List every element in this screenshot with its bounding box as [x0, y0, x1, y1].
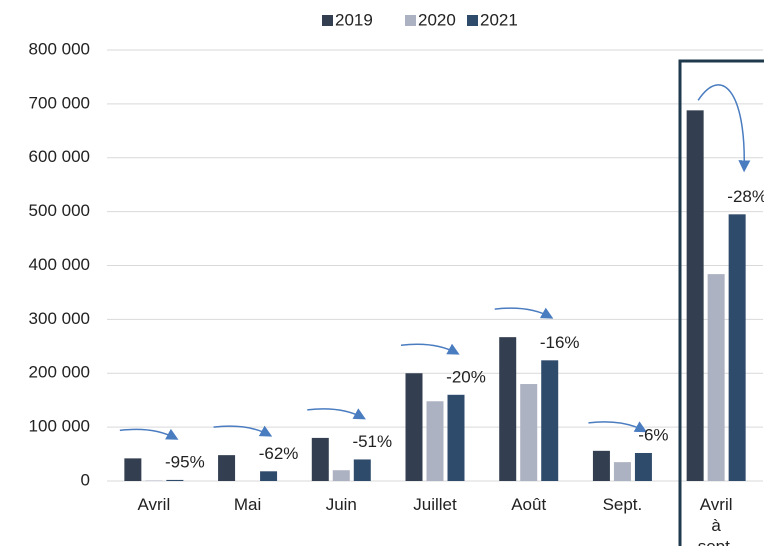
change-label: -16%	[540, 333, 580, 352]
bar	[520, 384, 538, 481]
y-tick-label: 200 000	[29, 363, 90, 382]
y-tick-label: 700 000	[29, 93, 90, 112]
trend-arrow	[400, 343, 460, 355]
bar	[426, 401, 444, 481]
bar	[332, 470, 350, 481]
x-tick-label: Août	[511, 495, 547, 514]
bar	[405, 373, 423, 481]
bar	[499, 337, 517, 481]
change-label: -28%	[727, 187, 764, 206]
change-label: -95%	[165, 452, 205, 471]
bar	[311, 437, 329, 481]
y-tick-label: 600 000	[29, 147, 90, 166]
legend-swatch	[467, 15, 478, 26]
y-tick-label: 500 000	[29, 201, 90, 220]
trend-arrow	[588, 421, 648, 433]
bar	[260, 471, 278, 481]
x-tick-label: Avril	[137, 495, 171, 514]
x-tick-label: Sept.	[602, 495, 643, 514]
trend-arrow	[307, 408, 366, 420]
x-tick-label: Avril à sept.	[698, 495, 735, 546]
y-tick-label: 100 000	[29, 417, 90, 436]
bar	[728, 214, 746, 481]
bar	[218, 455, 236, 481]
bar	[447, 394, 465, 481]
change-label: -20%	[446, 367, 486, 386]
x-tick-label: Juillet	[413, 495, 457, 514]
legend-label: 2019	[335, 10, 373, 29]
bar	[686, 110, 704, 481]
bar	[541, 360, 559, 481]
legend-label: 2021	[480, 10, 518, 29]
trend-arrow	[213, 425, 273, 437]
bar	[145, 480, 163, 481]
bar	[634, 452, 652, 481]
bar	[592, 450, 610, 481]
x-tick-label: Juin	[325, 495, 357, 514]
change-label: -62%	[259, 444, 299, 463]
bar	[707, 274, 725, 481]
bar	[124, 458, 142, 481]
highlight-box	[678, 59, 764, 546]
trend-arrow	[494, 307, 554, 319]
y-tick-label: 400 000	[29, 255, 90, 274]
y-tick-label: 300 000	[29, 309, 90, 328]
bar	[166, 479, 184, 481]
legend-swatch	[405, 15, 416, 26]
y-tick-label: 800 000	[29, 39, 90, 58]
trend-arrow	[697, 84, 751, 173]
bar	[353, 459, 371, 481]
y-tick-label: 0	[81, 470, 90, 489]
bar	[613, 462, 631, 481]
change-label: -6%	[638, 425, 668, 444]
change-label: -51%	[352, 432, 392, 451]
trend-arrow	[119, 428, 179, 440]
x-tick-label: Mai	[233, 495, 262, 514]
legend-label: 2020	[418, 10, 456, 29]
legend-swatch	[322, 15, 333, 26]
